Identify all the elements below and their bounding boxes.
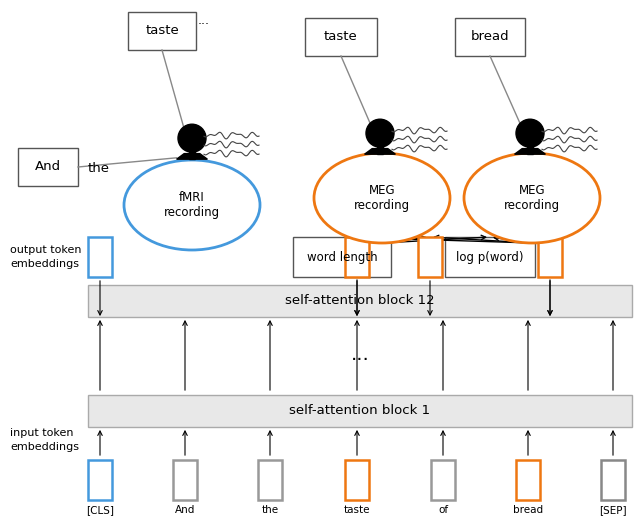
Text: bread: bread <box>470 31 509 44</box>
Bar <box>88 460 112 500</box>
Circle shape <box>366 119 394 147</box>
Bar <box>305 18 377 56</box>
Text: taste: taste <box>324 31 358 44</box>
Text: taste: taste <box>145 24 179 37</box>
Text: taste: taste <box>344 505 371 515</box>
Polygon shape <box>177 154 207 159</box>
Text: word length: word length <box>307 251 378 264</box>
Text: self-attention block 12: self-attention block 12 <box>285 294 435 307</box>
Polygon shape <box>365 148 396 154</box>
Bar <box>445 237 535 277</box>
Bar <box>345 460 369 500</box>
Bar <box>88 285 632 317</box>
Bar <box>189 151 195 159</box>
Circle shape <box>516 119 544 147</box>
Bar <box>455 18 525 56</box>
Text: MEG
recording: MEG recording <box>354 184 410 212</box>
Text: And: And <box>175 505 195 515</box>
Text: log p(word): log p(word) <box>456 251 524 264</box>
Bar <box>418 237 442 277</box>
Text: [SEP]: [SEP] <box>599 505 627 515</box>
Ellipse shape <box>464 153 600 243</box>
Bar <box>376 146 383 154</box>
Text: output token
embeddings: output token embeddings <box>10 245 81 269</box>
Bar <box>18 148 78 186</box>
Text: fMRI
recording: fMRI recording <box>164 191 220 219</box>
Bar <box>538 237 562 277</box>
Circle shape <box>178 124 206 152</box>
Bar <box>173 460 197 500</box>
Bar <box>345 237 369 277</box>
Bar <box>128 12 196 50</box>
Text: ...: ... <box>198 13 210 26</box>
Text: ...: ... <box>351 346 369 364</box>
Bar <box>293 237 391 277</box>
Bar <box>88 237 112 277</box>
Text: of: of <box>438 505 448 515</box>
Text: [CLS]: [CLS] <box>86 505 114 515</box>
Text: And: And <box>35 160 61 173</box>
Bar <box>88 395 632 427</box>
Bar <box>258 460 282 500</box>
Text: MEG
recording: MEG recording <box>504 184 560 212</box>
Text: input token
embeddings: input token embeddings <box>10 428 79 452</box>
Ellipse shape <box>124 160 260 250</box>
Bar <box>516 460 540 500</box>
Ellipse shape <box>314 153 450 243</box>
Bar <box>601 460 625 500</box>
Text: the: the <box>261 505 278 515</box>
Polygon shape <box>515 148 545 154</box>
Bar <box>527 146 533 154</box>
Text: the: the <box>88 161 110 174</box>
Text: self-attention block 1: self-attention block 1 <box>289 404 431 417</box>
Bar <box>431 460 455 500</box>
Text: bread: bread <box>513 505 543 515</box>
